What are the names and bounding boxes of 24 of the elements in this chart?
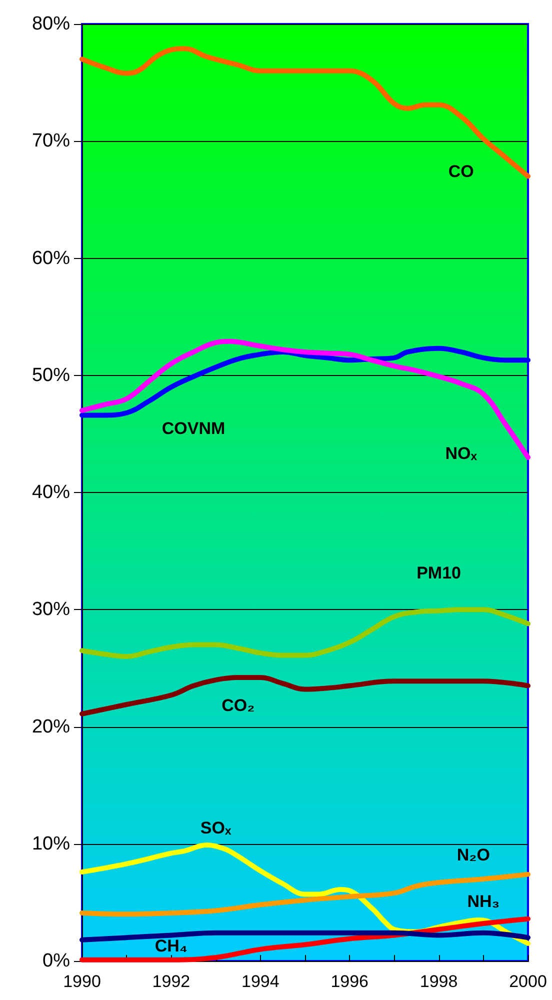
y-tick-label: 50% [32,364,70,386]
series-label: N₂O [456,846,490,865]
y-tick-label: 0% [42,950,70,972]
x-tick-label: 1996 [330,972,369,991]
y-tick-label: 70% [32,130,70,152]
series-label: CO₂ [222,696,255,716]
x-tick-label: 1994 [241,972,280,991]
series-label: PM10 [416,563,462,582]
x-tick-label: 2000 [509,972,547,991]
series-label: CH₄ [154,936,188,956]
y-tick-label: 20% [32,716,70,738]
series-label: COVNM [162,419,226,438]
x-tick-label: 1998 [420,972,458,991]
series-label: SOₓ [200,818,232,838]
x-tick-label: 1990 [63,972,101,991]
series-label: CO [448,162,474,182]
x-tick-label: 1992 [152,972,190,991]
y-tick-label: 80% [32,14,70,34]
text: NOₓ [445,444,478,464]
y-tick-label: 40% [32,482,70,503]
series-label: NH₃ [467,892,500,912]
y-tick-label: 10% [32,833,70,854]
y-tick-label: 60% [32,248,70,269]
y-tick-label: 30% [32,599,70,620]
